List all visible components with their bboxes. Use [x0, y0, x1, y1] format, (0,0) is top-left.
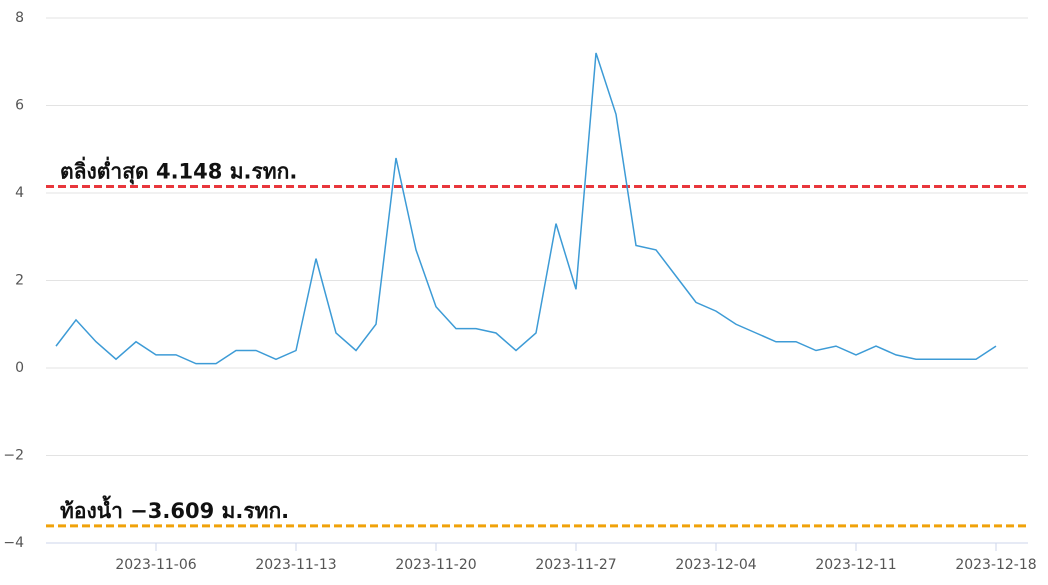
x-tick-label: 2023-11-20 — [395, 557, 476, 573]
y-tick-label: 8 — [15, 10, 24, 26]
y-tick-label: 4 — [15, 185, 24, 201]
x-tick-label: 2023-12-18 — [955, 557, 1036, 573]
x-tick-label: 2023-12-04 — [675, 557, 756, 573]
reference-label: ท้องน้ำ −3.609 ม.รทก. — [60, 495, 289, 523]
x-tick-label: 2023-11-06 — [115, 557, 196, 573]
y-tick-label: 2 — [15, 273, 24, 289]
x-tick-label: 2023-12-11 — [815, 557, 896, 573]
y-tick-label: 0 — [15, 360, 24, 376]
reference-label: ตลิ่งต่ำสุด 4.148 ม.รทก. — [60, 156, 297, 186]
y-tick-label: 6 — [15, 98, 24, 114]
x-tick-label: 2023-11-27 — [535, 557, 616, 573]
y-tick-label: −4 — [3, 535, 24, 551]
data-line — [55, 52, 997, 365]
y-tick-label: −2 — [3, 448, 24, 464]
x-tick-label: 2023-11-13 — [255, 557, 336, 573]
